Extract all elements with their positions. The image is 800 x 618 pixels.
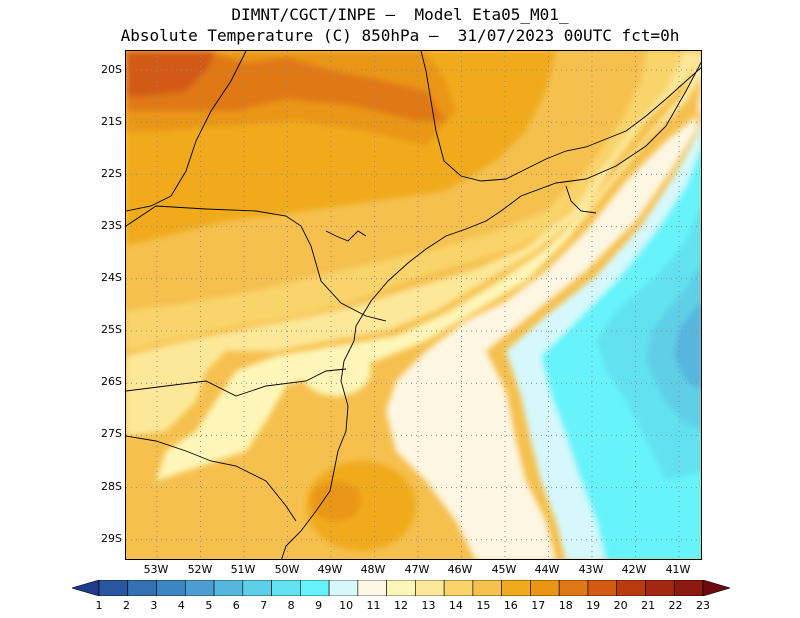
state-border-pr-sc (126, 368, 347, 397)
colorbar-swatch (530, 579, 560, 597)
colorbar-label: 7 (260, 599, 268, 612)
colorbar-swatch (472, 579, 502, 597)
pocket-12 (301, 346, 371, 396)
lat-label: 23S (101, 219, 122, 232)
state-border-sc-rs (126, 435, 297, 522)
colorbar-swatch (271, 579, 301, 597)
colorbar-label: 22 (668, 599, 683, 612)
colorbar-label: 12 (394, 599, 408, 612)
colorbar-label: 9 (315, 599, 323, 612)
lat-label: 28S (101, 480, 122, 493)
colorbar-label: 10 (339, 599, 354, 612)
band-6 (674, 303, 701, 390)
colorbar-swatch (645, 579, 675, 597)
lon-label: 50W (274, 563, 300, 576)
colorbar (70, 579, 732, 597)
lat-label: 29S (101, 532, 122, 545)
lon-label: 53W (143, 563, 169, 576)
title-line-2: Absolute Temperature (C) 850hPa — 31/07/… (120, 26, 680, 45)
colorbar-swatch (156, 579, 186, 597)
colorbar-label: 3 (150, 599, 158, 612)
lon-label: 47W (404, 563, 430, 576)
colorbar-label: 2 (122, 599, 130, 612)
colorbar-label: 6 (232, 599, 240, 612)
lagoon (565, 185, 597, 214)
colorbar-swatch (673, 579, 704, 597)
temperature-map (125, 50, 702, 560)
coastline (281, 61, 701, 559)
colorbar-label: 16 (503, 599, 518, 612)
colorbar-label: 18 (558, 599, 573, 612)
band-7 (646, 264, 701, 431)
band-12 (156, 55, 701, 481)
colorbar-label: 4 (177, 599, 185, 612)
colorbar-label: 21 (641, 599, 656, 612)
state-border-interior (325, 230, 367, 242)
pocket-16 (311, 481, 361, 521)
colorbar-swatch (328, 579, 359, 597)
lat-label: 27S (101, 427, 122, 440)
colorbar-label: 8 (287, 599, 295, 612)
band-13 (126, 51, 701, 436)
lat-label: 21S (101, 115, 122, 128)
lon-label: 48W (360, 563, 386, 576)
political-borders (126, 51, 701, 559)
colorbar-label: 13 (421, 599, 436, 612)
lat-label: 25S (101, 323, 122, 336)
colorbar-label: 19 (586, 599, 601, 612)
title-line-1: DIMNT/CGCT/INPE — Model Eta05_M01_ (231, 5, 569, 24)
colorbar-label: 17 (531, 599, 546, 612)
state-border-sp-pr (126, 205, 387, 322)
colorbar-label: 5 (205, 599, 213, 612)
colorbar-swatch (300, 579, 330, 597)
colorbar-swatch (70, 579, 100, 597)
colorbar-swatch (587, 579, 618, 597)
colorbar-label: 14 (448, 599, 463, 612)
colorbar-label: 1 (95, 599, 103, 612)
lon-label: 45W (491, 563, 517, 576)
lat-lon-grid (126, 51, 701, 559)
colorbar-swatch (702, 579, 732, 597)
lon-label: 44W (534, 563, 560, 576)
lon-label: 52W (187, 563, 213, 576)
lon-label: 49W (317, 563, 343, 576)
colorbar-swatch (501, 579, 531, 597)
colorbar-swatch (242, 579, 272, 597)
lon-label: 41W (665, 563, 691, 576)
colorbar-swatch (386, 579, 416, 597)
lat-label: 24S (101, 271, 122, 284)
lat-label: 20S (101, 63, 122, 76)
colorbar-label: 11 (366, 599, 381, 612)
lon-label: 51W (230, 563, 256, 576)
colorbar-label: 15 (476, 599, 491, 612)
colorbar-swatch (184, 579, 215, 597)
lon-label: 43W (578, 563, 604, 576)
band-11 (386, 73, 701, 559)
colorbar-swatch (98, 579, 129, 597)
lat-label: 26S (101, 375, 122, 388)
colorbar-swatch (357, 579, 387, 597)
colorbar-swatch (443, 579, 474, 597)
lon-label: 42W (621, 563, 647, 576)
colorbar-label: 23 (696, 599, 710, 612)
band-19 (126, 51, 216, 96)
colorbar-swatch (127, 579, 157, 597)
band-15 (126, 51, 646, 306)
lat-label: 22S (101, 167, 122, 180)
state-border-mg-rj (420, 51, 701, 182)
colorbar-label: 20 (613, 599, 628, 612)
colorbar-swatch (415, 579, 445, 597)
colorbar-swatch (616, 579, 646, 597)
lon-label: 46W (447, 563, 473, 576)
state-border-mg-sp (126, 51, 247, 212)
band-14 (126, 51, 686, 351)
temperature-field (126, 51, 701, 559)
colorbar-swatch (213, 579, 244, 597)
colorbar-swatch (558, 579, 589, 597)
